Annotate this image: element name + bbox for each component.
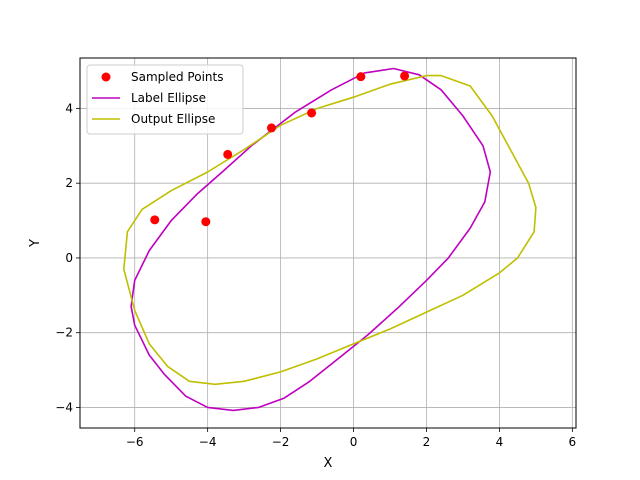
ticks: −6 −4 −2 0 2 4 6 −4 −2 0 2 4 bbox=[55, 101, 576, 449]
sampled-point bbox=[223, 149, 233, 159]
sampled-point bbox=[266, 123, 276, 133]
y-tick-label: 4 bbox=[65, 101, 73, 115]
legend-label: Output Ellipse bbox=[131, 112, 215, 126]
legend-label: Label Ellipse bbox=[131, 91, 206, 105]
x-tick-label: 0 bbox=[350, 435, 358, 449]
y-tick-label: −4 bbox=[55, 400, 73, 414]
label-ellipse-line bbox=[130, 67, 492, 412]
y-tick-label: 2 bbox=[65, 176, 73, 190]
x-tick-label: 2 bbox=[423, 435, 431, 449]
legend-label: Sampled Points bbox=[131, 70, 223, 84]
x-tick-label: −4 bbox=[199, 435, 217, 449]
y-axis-label: Y bbox=[28, 239, 43, 248]
x-tick-label: −6 bbox=[126, 435, 144, 449]
x-tick-label: 4 bbox=[496, 435, 504, 449]
y-tick-label: −2 bbox=[55, 326, 73, 340]
y-tick-label: 0 bbox=[65, 251, 73, 265]
legend: Sampled Points Label Ellipse Output Ellips… bbox=[86, 64, 244, 135]
sampled-point bbox=[356, 72, 366, 82]
sampled-point bbox=[400, 71, 410, 81]
sampled-point bbox=[307, 108, 317, 118]
plot-frame bbox=[79, 57, 577, 429]
x-axis-label: X bbox=[324, 456, 333, 471]
legend-marker-sampled-points bbox=[101, 72, 111, 82]
legend-box bbox=[86, 64, 244, 135]
grid bbox=[80, 58, 576, 428]
x-tick-label: 6 bbox=[569, 435, 577, 449]
sampled-point bbox=[201, 217, 211, 227]
series-layer bbox=[123, 67, 537, 412]
output-ellipse-line bbox=[123, 74, 537, 386]
sampled-point bbox=[150, 215, 160, 225]
x-tick-label: −2 bbox=[272, 435, 290, 449]
